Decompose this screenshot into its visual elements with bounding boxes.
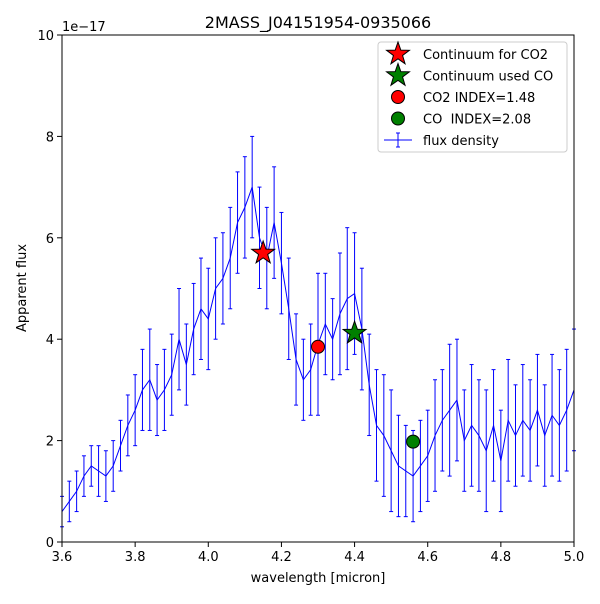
circle-marker [406, 434, 421, 449]
y-axis-label: Apparent flux [15, 244, 30, 332]
legend-star-icon [385, 40, 411, 65]
y-tick-label: 10 [37, 29, 54, 44]
x-tick-label: 3.6 [52, 550, 73, 565]
x-tick-label: 4.0 [198, 550, 219, 565]
y-tick-label: 4 [46, 333, 54, 348]
x-tick-label: 5.0 [564, 550, 585, 565]
legend-star-icon [385, 61, 411, 87]
legend-circle-icon [391, 90, 405, 104]
y-tick-label: 8 [46, 130, 54, 145]
legend-label: Continuum used CO [423, 70, 553, 85]
x-tick-label: 4.2 [271, 550, 292, 565]
y-tick-label: 6 [46, 232, 54, 247]
circle-marker [311, 339, 325, 354]
legend-circle-icon [391, 111, 405, 126]
y-tick-label: 0 [46, 536, 54, 551]
marker-layer [250, 239, 421, 449]
y-tick-label: 2 [46, 435, 54, 450]
legend-label: flux density [423, 134, 499, 149]
x-axis-label: wavelength [micron] [251, 571, 386, 586]
chart-title: 2MASS_J04151954-0935066 [205, 13, 431, 33]
plot-area [60, 135, 576, 528]
x-tick-label: 4.4 [344, 550, 365, 565]
x-tick-label: 4.6 [417, 550, 438, 565]
legend-label: CO INDEX=2.08 [423, 113, 531, 128]
legend: Continuum for CO2 Continuum used CO CO2 IN… [377, 40, 568, 153]
plot-frame [61, 34, 575, 543]
legend-label: Continuum for CO2 [423, 48, 548, 63]
x-tick-label: 4.8 [491, 550, 512, 565]
star-marker [250, 239, 277, 264]
legend-box [377, 41, 568, 153]
legend-label: CO2 INDEX=1.48 [423, 91, 535, 106]
x-tick-label: 3.8 [125, 550, 146, 565]
star-marker [341, 319, 368, 345]
y-scale-label: 1e−17 [62, 20, 106, 35]
tick-layer: 3.6 3.8 4.0 4.2 4.4 4.6 4.8 5.0 0 2 4 6 8 10 [37, 29, 584, 565]
